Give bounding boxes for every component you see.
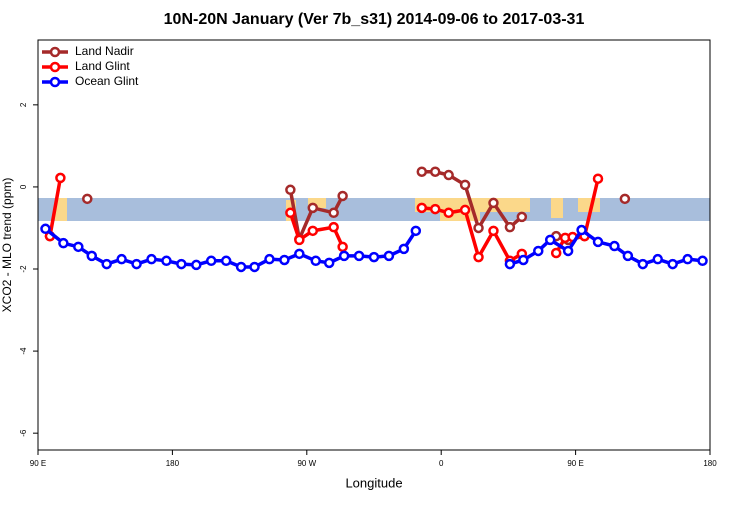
data-point: [307, 225, 319, 237]
data-point: [443, 169, 454, 181]
data-point: [285, 207, 296, 219]
data-point: [328, 221, 339, 233]
data-point: [338, 250, 350, 262]
data-point: [235, 261, 247, 273]
x-tick-label: 180: [703, 459, 717, 468]
data-point: [383, 250, 395, 262]
data-point: [40, 223, 51, 235]
data-point: [307, 202, 319, 214]
data-point: [398, 243, 410, 255]
data-point: [58, 237, 69, 249]
x-tick-label: 90 E: [30, 459, 46, 468]
data-point: [82, 193, 93, 205]
legend-marker: [49, 76, 61, 88]
data-point: [429, 166, 441, 177]
data-point: [368, 251, 380, 263]
data-point: [323, 257, 335, 269]
data-point: [410, 225, 422, 237]
ocean-band: [38, 198, 710, 221]
data-point: [249, 261, 260, 273]
data-point: [652, 253, 663, 265]
data-point: [637, 258, 649, 270]
y-tick-label: 0: [19, 184, 28, 189]
data-point: [337, 190, 348, 202]
x-tick-label: 0: [439, 459, 444, 468]
data-point: [55, 172, 66, 184]
data-point: [459, 179, 471, 191]
data-point: [161, 255, 172, 267]
x-axis-label: Longitude: [345, 475, 402, 490]
data-point: [609, 240, 620, 252]
data-point: [533, 245, 544, 257]
data-point: [488, 197, 499, 209]
data-point: [619, 193, 631, 205]
data-point: [504, 258, 516, 270]
data-point: [86, 250, 98, 262]
data-point: [473, 222, 484, 234]
data-point: [310, 255, 322, 267]
data-point: [337, 241, 348, 253]
y-tick-label: -2: [19, 265, 28, 273]
legend-marker: [49, 46, 61, 58]
data-point: [191, 259, 202, 271]
land-patch: [551, 198, 563, 218]
data-point: [562, 245, 574, 257]
y-tick-label: 2: [19, 102, 28, 107]
data-point: [516, 211, 528, 223]
land-patch: [308, 198, 326, 208]
data-point: [576, 224, 587, 236]
legend-label: Land Glint: [75, 59, 130, 73]
data-point: [116, 253, 127, 265]
y-tick-label: -4: [19, 347, 28, 355]
data-point: [101, 258, 112, 270]
data-point: [443, 207, 454, 219]
data-point: [416, 166, 428, 177]
data-point: [131, 258, 142, 270]
data-point: [667, 258, 678, 270]
map-band: [38, 198, 710, 221]
x-tick-label: 90 W: [297, 459, 316, 468]
y-axis-label: XCO2 - MLO trend (ppm): [0, 178, 14, 313]
legend-label: Ocean Glint: [75, 74, 139, 88]
data-point: [73, 241, 84, 253]
data-point: [697, 255, 708, 267]
data-point: [294, 248, 305, 260]
plot-frame: [37, 39, 711, 451]
data-point: [353, 250, 365, 262]
data-point: [328, 207, 339, 219]
x-tick-label: 180: [166, 459, 180, 468]
land-patch: [578, 198, 600, 212]
x-tick-label: 90 E: [567, 459, 583, 468]
data-point: [518, 254, 529, 266]
data-point: [473, 251, 484, 263]
data-point: [459, 204, 471, 216]
data-point: [146, 253, 157, 265]
data-point: [592, 173, 604, 184]
data-point: [429, 203, 441, 215]
data-point: [544, 234, 556, 246]
data-point: [264, 253, 275, 265]
legend-marker: [49, 61, 61, 73]
data-point: [294, 234, 305, 246]
data-point: [550, 247, 562, 259]
data-point: [682, 253, 693, 265]
data-point: [220, 255, 232, 267]
data-point: [279, 254, 290, 266]
chart-title: 10N-20N January (Ver 7b_s31) 2014-09-06 …: [164, 11, 585, 28]
data-point: [504, 221, 516, 233]
legend-label: Land Nadir: [75, 44, 134, 58]
data-point: [622, 250, 634, 262]
data-point: [592, 236, 604, 248]
y-tick-label: -6: [19, 429, 28, 437]
data-point: [488, 225, 499, 237]
data-point: [176, 258, 187, 270]
land-patch: [440, 210, 480, 221]
data-point: [285, 184, 296, 196]
data-point: [205, 255, 217, 267]
land-patch: [55, 198, 67, 221]
data-point: [416, 202, 428, 214]
